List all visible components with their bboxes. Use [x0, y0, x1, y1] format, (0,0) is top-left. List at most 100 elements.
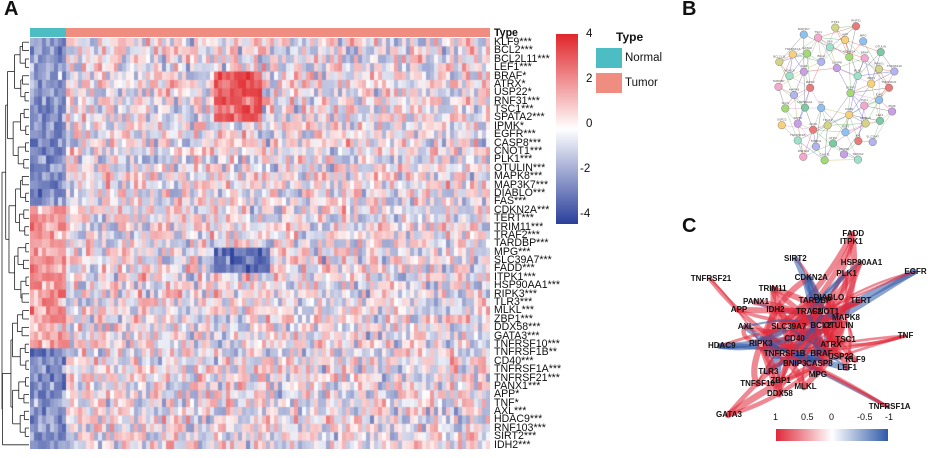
correlation-gene-label: TNFRSF1B	[764, 349, 806, 358]
ppi-node-label: IPMK	[888, 104, 895, 108]
ppi-node	[877, 48, 885, 56]
ppi-node-label: CASP8	[832, 60, 842, 64]
correlation-gene-label: PLK1	[836, 269, 856, 278]
ppi-node	[862, 120, 870, 128]
correlation-gene-label: HDAC9	[708, 341, 736, 350]
ppi-node-label: TERT	[842, 125, 850, 129]
legend-title: Type	[616, 30, 643, 44]
ppi-node-label: TNFRSF1A	[785, 47, 801, 51]
ppi-node	[814, 34, 822, 42]
legend-label-normal: Normal	[625, 52, 662, 64]
ppi-node-label: EGFR	[846, 85, 855, 89]
correlation-gene-label: BNIP3	[783, 359, 807, 368]
correlation-gene-label: AXL	[738, 322, 754, 331]
ppi-node	[845, 53, 853, 61]
correlation-gene-label: GATA3	[716, 410, 742, 419]
correlation-gene-label: TLR3	[758, 367, 778, 376]
ppi-node	[854, 72, 862, 80]
ppi-node	[812, 143, 820, 151]
correlation-scale-tick: 1	[773, 412, 778, 422]
correlation-gene-label: SLC39A7	[771, 322, 806, 331]
correlation-gene-label: LEF1	[837, 363, 857, 372]
ppi-node	[869, 138, 877, 146]
ppi-node	[817, 104, 825, 112]
ppi-node	[809, 126, 817, 134]
ppi-node-label: GATA3	[802, 46, 812, 50]
ppi-node	[840, 151, 848, 159]
ppi-node-label: MAP3K7	[798, 27, 810, 31]
correlation-gene-label: TERT	[850, 296, 871, 305]
ppi-node-label: PLK1	[861, 98, 869, 102]
ppi-node	[861, 102, 869, 110]
ppi-node	[794, 137, 802, 145]
ppi-node	[867, 80, 875, 88]
correlation-scale-tick: -0.5	[857, 412, 873, 422]
ppi-node	[841, 36, 849, 44]
ppi-node	[778, 121, 786, 129]
ppi-node	[854, 156, 862, 164]
ppi-node-label: HDAC9	[784, 68, 795, 72]
ppi-node-label: SPATA2	[853, 152, 864, 156]
correlation-gene-label: TNF	[898, 331, 914, 340]
ppi-node-label: LEF1	[876, 113, 884, 117]
ppi-node	[824, 122, 832, 130]
correlation-gene-label: MLKL	[794, 382, 816, 391]
ppi-node	[875, 96, 883, 104]
ppi-node-label: TNFRSF1B	[790, 133, 806, 137]
ppi-node-label: AXL	[856, 133, 862, 137]
ppi-node-label: IDH2	[876, 92, 883, 96]
ppi-node-label: ATRX	[829, 136, 837, 140]
correlation-gene-label: EGFR	[904, 267, 926, 276]
ppi-node-label: CD40	[809, 122, 817, 126]
correlation-scale-bar	[776, 429, 888, 441]
ppi-node-label: DDX58	[839, 147, 849, 151]
colorbar-tick: -4	[580, 208, 590, 220]
correlation-gene-label: MPG	[809, 370, 827, 379]
correlation-scale-tick: 0.5	[801, 412, 814, 422]
normal-annotation	[30, 28, 66, 37]
ppi-node-label: CNOT1	[820, 153, 830, 157]
ppi-node	[831, 24, 839, 32]
correlation-gene-label: BCL2	[810, 321, 831, 330]
ppi-node-label: CDKN2A	[843, 49, 855, 53]
correlation-gene-label: CASP8	[806, 359, 833, 368]
correlation-gene-label: TNFRSF21	[691, 274, 731, 283]
ppi-node-label: RNF103	[798, 149, 810, 153]
ppi-node-label: TSC1	[814, 30, 822, 34]
ppi-node	[842, 128, 850, 136]
ppi-node	[800, 68, 808, 76]
colorbar-tick: -2	[580, 163, 590, 175]
correlation-gene-label: TRIM11	[759, 284, 787, 293]
ppi-node-label: RIPK3	[806, 80, 815, 84]
ppi-node	[821, 156, 829, 164]
ppi-node-label: KLF9	[782, 101, 790, 105]
correlation-scale-tick: -1	[885, 412, 893, 422]
ppi-node-label: SLC39A7	[866, 134, 879, 138]
ppi-node	[776, 58, 784, 66]
ppi-node	[806, 84, 814, 92]
gene-label: IDH2***	[494, 440, 531, 450]
ppi-node-label: MAPK8	[789, 87, 800, 91]
legend-swatch-tumor	[596, 73, 622, 93]
ppi-node	[845, 111, 853, 119]
ppi-node	[781, 105, 789, 113]
colorbar-tick: 4	[586, 28, 592, 40]
ppi-node-label: TLR3	[800, 64, 808, 68]
expression-heatmap	[30, 38, 490, 449]
ppi-node-label: SIRT2	[794, 116, 803, 120]
ppi-node	[875, 65, 883, 73]
ppi-node-label: ZBP1	[867, 76, 875, 80]
ppi-node	[833, 64, 841, 72]
ppi-node	[775, 83, 783, 91]
correlation-gene-label: CD40	[784, 334, 804, 343]
ppi-node	[803, 50, 811, 58]
ppi-node-label: TRAF2	[823, 118, 833, 122]
ppi-node	[801, 104, 809, 112]
legend-label-tumor: Tumor	[625, 77, 658, 89]
correlation-gene-label: IDH2	[766, 305, 784, 314]
ppi-node-label: MLKL	[854, 68, 862, 72]
ppi-node-label: MPG	[860, 34, 868, 38]
heatmap-colorbar	[556, 34, 578, 224]
ppi-node	[855, 137, 863, 145]
ppi-node-label: TNFRSF10	[887, 64, 903, 68]
